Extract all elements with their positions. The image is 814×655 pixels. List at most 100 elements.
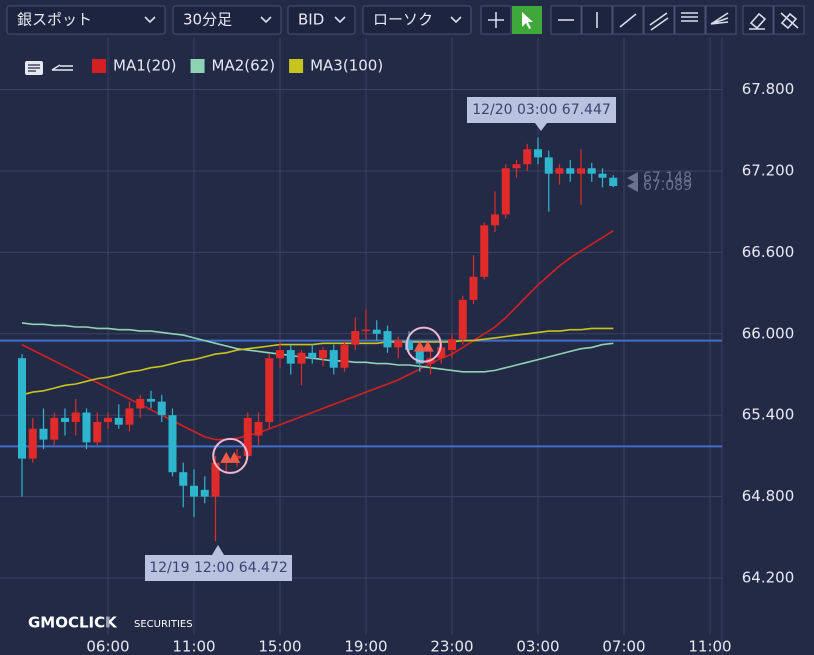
legend-swatch (190, 59, 205, 73)
annotation-box (467, 97, 616, 123)
candle-body (362, 329, 370, 332)
candle-body (297, 352, 306, 364)
x-tick-label: 06:00 (86, 638, 129, 655)
candle-body (308, 352, 317, 359)
candle-body (265, 358, 274, 422)
symbol-label: 銀スポット (17, 11, 92, 29)
ma-line (21, 230, 614, 441)
pointer-icon (522, 12, 533, 29)
legend-label: MA2(62) (212, 57, 276, 75)
candle-body (448, 339, 456, 351)
candle-body (609, 177, 618, 187)
brand-suffix: SECURITIES (134, 619, 193, 630)
annotation-text: 12/20 03:00 67.447 (472, 102, 611, 118)
legend-icons (25, 61, 73, 75)
fib-retrace-icon (681, 12, 698, 22)
dropdown-arrow (450, 16, 462, 24)
erase-all-button[interactable] (773, 5, 805, 35)
candle-body (114, 417, 123, 425)
style-label: ローソク (373, 11, 433, 29)
candle-body (71, 412, 80, 422)
signal-ring (405, 326, 442, 363)
annotation-pointer (535, 123, 547, 131)
candle-body (329, 350, 338, 368)
candle-body (598, 173, 607, 178)
fib-fan-icon (710, 12, 729, 25)
candle-body (82, 412, 91, 443)
channel-icon (649, 12, 669, 31)
candle-body (157, 401, 166, 416)
side-label: BID (298, 11, 324, 29)
price-tag-pointer (627, 172, 638, 185)
x-tick-label: 03:00 (516, 638, 559, 655)
y-tick-label: 66.000 (742, 324, 795, 342)
brand-logo: GMOCLICK (28, 614, 118, 632)
candle-body (523, 149, 532, 165)
interval-select[interactable] (172, 5, 282, 35)
candle-body (286, 350, 295, 364)
candle-body (351, 331, 360, 345)
candle-body (587, 168, 596, 174)
style-select[interactable] (362, 5, 472, 35)
legend-label: MA3(100) (310, 57, 383, 75)
candle-body (534, 149, 542, 158)
legend-swatch (92, 59, 106, 73)
fib-retrace-button[interactable] (674, 5, 706, 35)
candle-body (415, 350, 424, 364)
trendline-icon (619, 13, 637, 28)
candle-body (480, 225, 489, 277)
candle-body (93, 421, 102, 443)
candle-body (491, 214, 499, 226)
side-select[interactable] (287, 5, 356, 35)
candle-body (276, 350, 284, 359)
draw-icon[interactable] (51, 64, 73, 71)
signal-ring (212, 437, 249, 474)
candle-body (190, 485, 198, 497)
plot-area: 64.200 64.800 65.400 66.000 66.600 67.200 67.8… (0, 38, 794, 655)
candle-body (544, 157, 553, 174)
x-tick-label: 23:00 (430, 638, 473, 655)
y-tick-label: 65.400 (742, 406, 795, 424)
candle-body (577, 168, 585, 174)
candle-body (512, 164, 521, 169)
annotation-text: 12/19 12:00 64.472 (149, 560, 288, 576)
y-tick-label: 67.200 (742, 161, 795, 179)
candle-body (383, 331, 392, 348)
crosshair-icon (488, 12, 504, 28)
candle-body (168, 415, 177, 473)
erase-all-icon (780, 12, 799, 30)
candle-body (458, 299, 467, 340)
ma-line (21, 327, 614, 396)
candle-body (394, 340, 403, 348)
toolbar: 銀スポット 30分足 BID ローソク (6, 5, 805, 35)
ma-line (21, 322, 614, 373)
signal-marker (220, 451, 241, 463)
candle-body (136, 398, 145, 409)
x-tick-label: 11:00 (688, 638, 731, 655)
candle-body (50, 417, 59, 440)
y-tick-label: 66.600 (742, 243, 795, 261)
candle-body (501, 168, 510, 215)
interval-label: 30分足 (183, 11, 232, 29)
comment-icon-lines (28, 64, 40, 72)
candle-body (243, 417, 252, 456)
candle-body (147, 398, 155, 402)
candle-body (125, 408, 134, 425)
x-tick-label: 07:00 (602, 638, 645, 655)
candle-body (39, 428, 48, 440)
signal-marker (413, 340, 434, 352)
symbol-select[interactable] (6, 5, 166, 35)
candle-body (469, 276, 478, 300)
candle-body (555, 168, 564, 174)
price-tag-pointer (627, 180, 638, 193)
dropdown-arrow (334, 16, 346, 24)
erase-icon (749, 12, 767, 30)
dropdown-arrow (260, 16, 272, 24)
channel-button[interactable] (643, 5, 675, 35)
candle-body (340, 344, 349, 368)
candle-body (61, 417, 69, 422)
annotation-box (145, 555, 292, 581)
candle-body (200, 489, 209, 497)
